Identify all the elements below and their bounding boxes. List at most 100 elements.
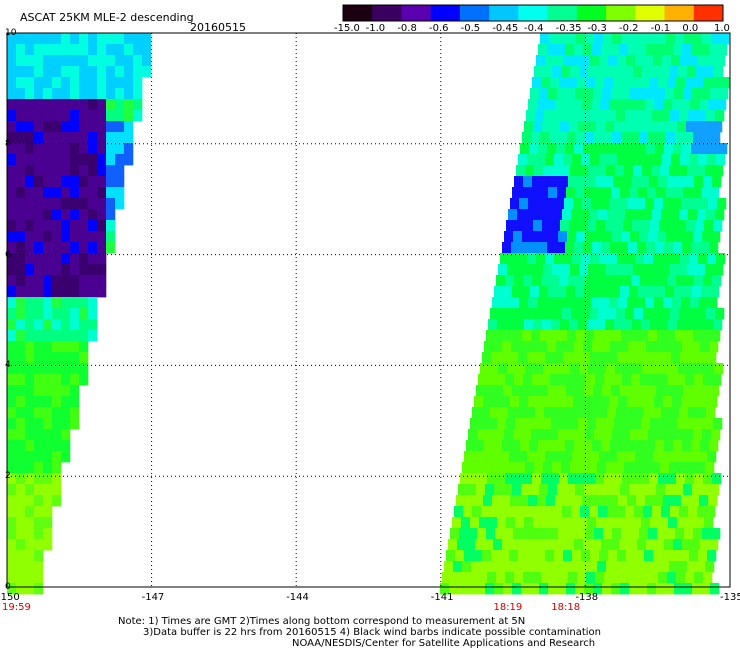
swath-cell — [587, 517, 597, 529]
swath-cell — [52, 242, 62, 254]
swath-cell — [7, 264, 17, 276]
swath-cell — [79, 55, 89, 67]
swath-cell — [52, 407, 62, 419]
swath-cell — [97, 231, 107, 243]
swath-cell — [624, 264, 634, 276]
swath-cell — [88, 77, 98, 89]
swath-cell — [568, 473, 578, 485]
swath-cell — [7, 176, 17, 188]
swath-cell — [622, 275, 632, 287]
swath-cell — [538, 440, 548, 452]
swath-cell — [549, 429, 559, 441]
swath-cell — [713, 319, 723, 331]
swath-cell — [570, 363, 580, 375]
swath-cell — [550, 473, 560, 485]
swath-cell — [576, 33, 586, 45]
swath-cell — [567, 132, 577, 144]
swath-cell — [557, 88, 567, 100]
swath-cell — [510, 396, 520, 408]
swath-cell — [520, 143, 530, 155]
swath-cell — [585, 132, 595, 144]
swath-cell — [610, 143, 620, 155]
swath-cell — [687, 462, 697, 474]
swath-cell — [43, 176, 53, 188]
swath-cell — [498, 264, 508, 276]
swath-cell — [52, 418, 62, 430]
swath-cell — [691, 44, 701, 56]
swath-cell — [661, 407, 671, 419]
swath-cell — [88, 209, 98, 221]
swath-cell — [583, 242, 593, 254]
swath-cell — [70, 297, 80, 309]
swath-cell — [547, 143, 557, 155]
swath-cell — [707, 154, 717, 166]
swath-cell — [678, 264, 688, 276]
swath-cell — [61, 374, 71, 386]
swath-cell — [508, 407, 518, 419]
swath-cell — [577, 473, 587, 485]
swath-cell — [43, 407, 53, 419]
swath-cell — [620, 583, 630, 595]
swath-cell — [61, 33, 71, 45]
swath-cell — [528, 99, 538, 111]
swath-cell — [540, 429, 550, 441]
swath-cell — [629, 286, 639, 298]
swath-cell — [52, 154, 62, 166]
swath-cell — [586, 176, 596, 188]
swath-cell — [61, 55, 71, 67]
swath-cell — [682, 143, 692, 155]
swath-cell — [544, 506, 554, 518]
swath-cell — [699, 99, 709, 111]
swath-cell — [663, 396, 673, 408]
swath-cell — [721, 77, 731, 89]
swath-cell — [633, 264, 643, 276]
swath-cell — [706, 407, 716, 419]
swath-cell — [643, 308, 653, 320]
swath-cell — [601, 44, 611, 56]
swath-cell — [88, 297, 98, 309]
swath-cell — [497, 418, 507, 430]
swath-cell — [623, 121, 633, 133]
swath-cell — [124, 44, 134, 56]
swath-cell — [586, 77, 596, 89]
swath-cell — [487, 374, 497, 386]
swath-cell — [133, 110, 143, 122]
swath-cell — [607, 110, 617, 122]
swath-cell — [25, 363, 35, 375]
swath-cell — [711, 33, 721, 45]
swath-cell — [124, 55, 134, 67]
swath-cell — [539, 583, 549, 595]
swath-cell — [25, 341, 35, 353]
y-tick-label: 0 — [5, 582, 11, 592]
swath-cell — [493, 440, 503, 452]
swath-cell — [707, 352, 717, 364]
swath-cell — [588, 363, 598, 375]
swath-cell — [70, 66, 80, 78]
swath-cell — [518, 154, 528, 166]
swath-cell — [506, 220, 516, 232]
swath-cell — [578, 220, 588, 232]
swath-cell — [632, 418, 642, 430]
swath-cell — [628, 242, 638, 254]
swath-cell — [696, 462, 706, 474]
swath-cell — [599, 55, 609, 67]
swath-cell — [544, 308, 554, 320]
swath-cell — [70, 209, 80, 221]
swath-cell — [561, 363, 571, 375]
swath-cell — [567, 33, 577, 45]
swath-cell — [530, 484, 540, 496]
swath-cell — [639, 528, 649, 540]
swath-cell — [572, 55, 582, 67]
swath-cell — [602, 88, 612, 100]
swath-cell — [7, 66, 17, 78]
swath-cell — [615, 264, 625, 276]
swath-cell — [43, 374, 53, 386]
swath-cell — [650, 517, 660, 529]
swath-cell — [52, 385, 62, 397]
swath-cell — [486, 528, 496, 540]
swath-cell — [624, 462, 634, 474]
swath-cell — [597, 264, 607, 276]
swath-cell — [649, 275, 659, 287]
swath-cell — [709, 242, 719, 254]
swath-cell — [34, 319, 44, 331]
